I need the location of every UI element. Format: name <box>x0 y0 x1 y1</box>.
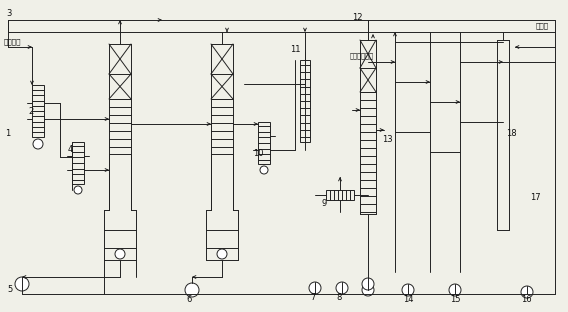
Circle shape <box>33 139 43 149</box>
Text: 2: 2 <box>28 108 34 116</box>
Circle shape <box>336 282 348 294</box>
Text: 尾气气体吸收: 尾气气体吸收 <box>350 53 374 59</box>
Text: 14: 14 <box>403 295 414 305</box>
Text: 17: 17 <box>530 193 541 202</box>
Text: 6: 6 <box>186 295 191 305</box>
Text: 15: 15 <box>450 295 461 305</box>
Text: 1: 1 <box>5 129 10 139</box>
Text: 5: 5 <box>7 285 12 295</box>
Circle shape <box>74 186 82 194</box>
Circle shape <box>521 286 533 298</box>
Text: 8: 8 <box>336 293 341 301</box>
Bar <box>72 142 84 184</box>
Text: 进水管: 进水管 <box>536 23 549 29</box>
Text: 4: 4 <box>68 145 73 154</box>
Circle shape <box>362 278 374 290</box>
Text: 13: 13 <box>382 135 392 144</box>
Circle shape <box>217 249 227 259</box>
Bar <box>326 190 354 200</box>
Bar <box>32 85 44 137</box>
Text: 16: 16 <box>521 295 532 305</box>
Text: 18: 18 <box>506 129 517 139</box>
Text: 10: 10 <box>253 149 264 158</box>
Circle shape <box>15 277 29 291</box>
Text: 3: 3 <box>6 9 11 18</box>
Bar <box>300 60 310 142</box>
Circle shape <box>309 282 321 294</box>
Circle shape <box>185 283 199 297</box>
Circle shape <box>362 284 374 296</box>
Circle shape <box>115 249 125 259</box>
Text: 12: 12 <box>352 12 362 22</box>
Text: 9: 9 <box>322 199 327 208</box>
Circle shape <box>449 284 461 296</box>
Circle shape <box>260 166 268 174</box>
Circle shape <box>402 284 414 296</box>
Text: 11: 11 <box>290 46 300 55</box>
Bar <box>258 122 270 164</box>
Text: 7: 7 <box>310 293 315 301</box>
Text: 废水进入: 废水进入 <box>4 39 22 45</box>
